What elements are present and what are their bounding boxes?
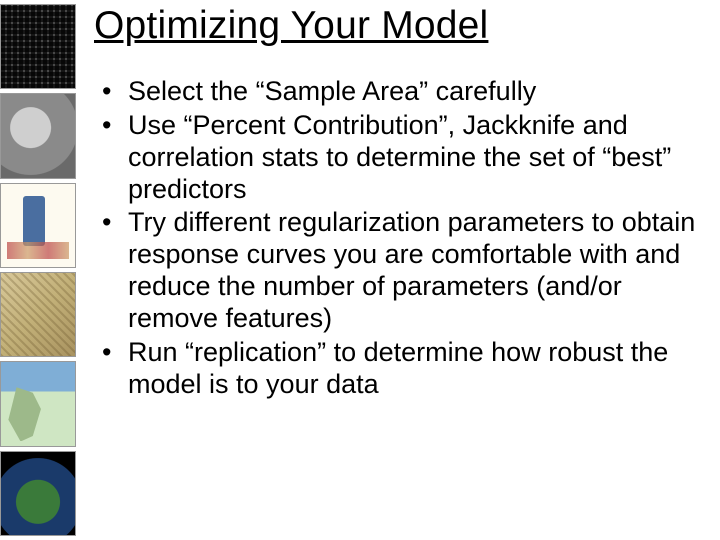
thumbnail-sidebar xyxy=(0,0,80,540)
bullet-item: Select the “Sample Area” carefully xyxy=(94,76,702,108)
bullet-list: Select the “Sample Area” carefully Use “… xyxy=(94,76,702,401)
clay-tablet-thumb xyxy=(0,93,76,178)
grid-map-thumb xyxy=(0,4,76,89)
europe-map-thumb xyxy=(0,361,76,446)
globe-thumb xyxy=(0,451,76,536)
slide: Optimizing Your Model Select the “Sample… xyxy=(0,0,720,540)
parchment-map-thumb xyxy=(0,272,76,357)
slide-title: Optimizing Your Model xyxy=(94,4,702,48)
bullet-item: Use “Percent Contribution”, Jackknife an… xyxy=(94,110,702,206)
medieval-map-thumb xyxy=(0,183,76,268)
bullet-item: Run “replication” to determine how robus… xyxy=(94,337,702,401)
slide-content: Optimizing Your Model Select the “Sample… xyxy=(80,0,720,540)
bullet-item: Try different regularization parameters … xyxy=(94,207,702,334)
